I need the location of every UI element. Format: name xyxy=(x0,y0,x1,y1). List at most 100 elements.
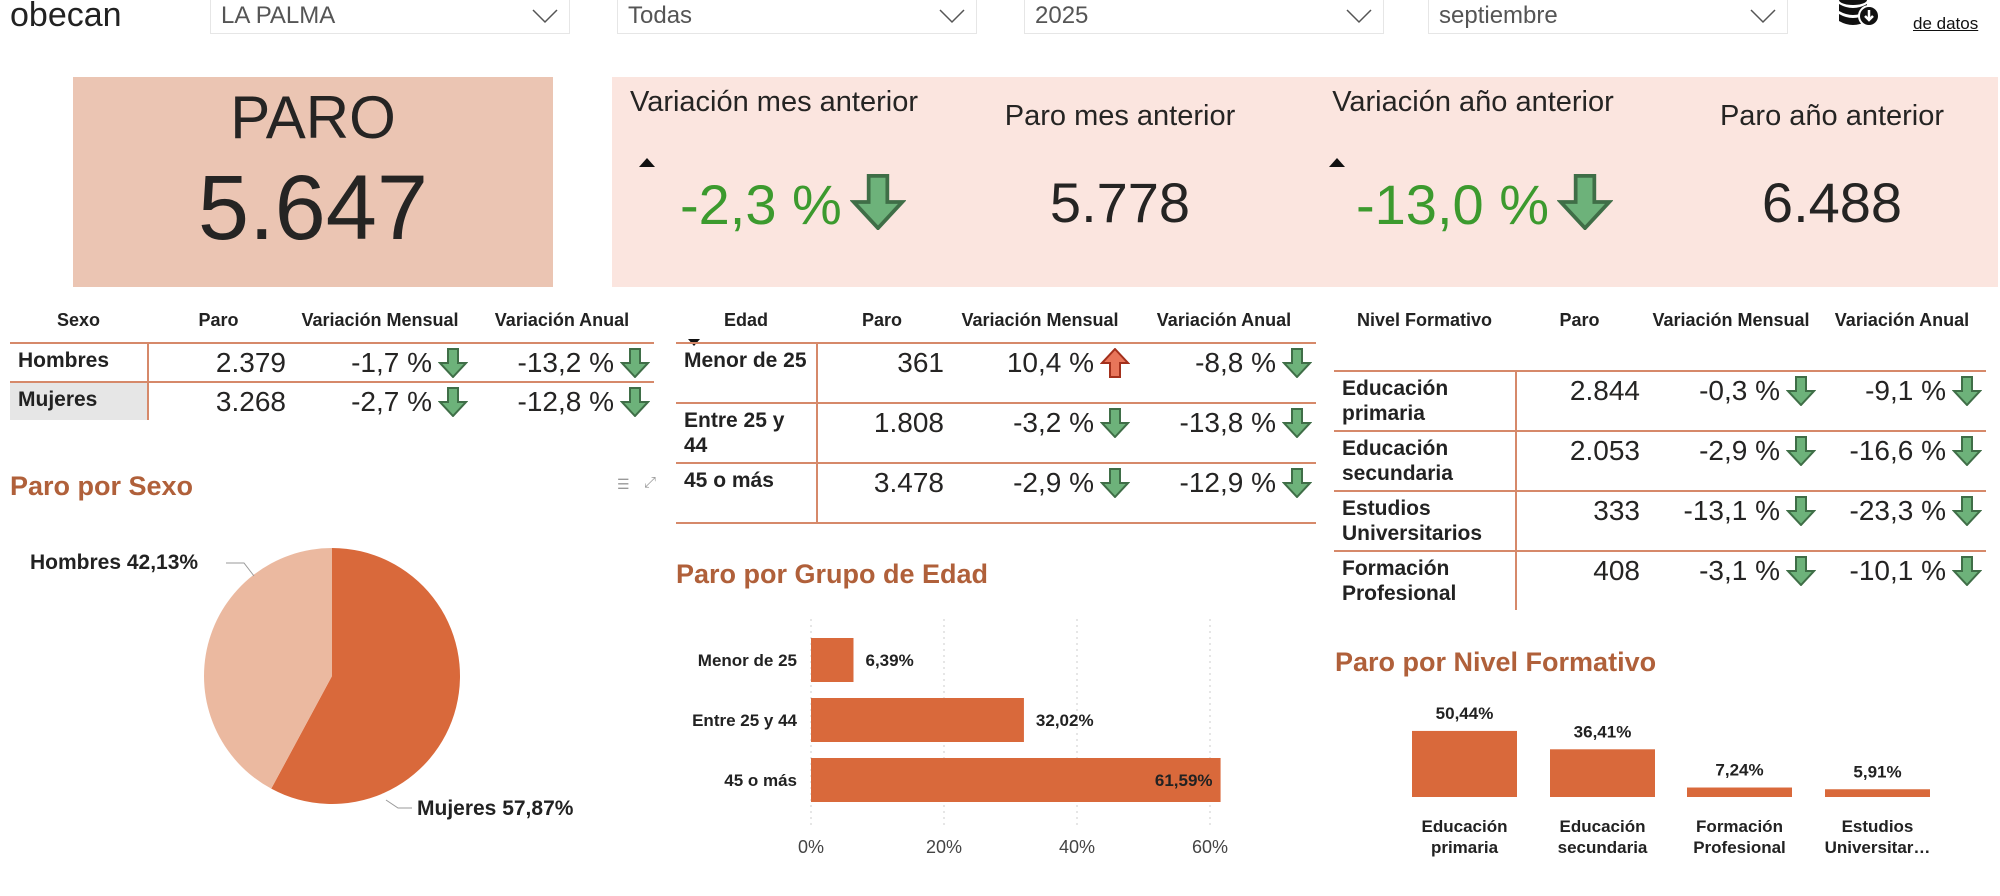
data-label: 6,39% xyxy=(865,651,913,670)
arrow-down-icon xyxy=(1785,496,1817,527)
category-label: 45 o más xyxy=(724,771,797,790)
bar-chart-edad: 0% 20% 40% 60% Menor de 25 6,39% Entre 25 y 44… xyxy=(692,619,1228,857)
category-label-line2: primaria xyxy=(1431,838,1499,857)
dropdown-value: 2025 xyxy=(1035,2,1089,29)
row-label: Menor de 25 xyxy=(684,349,807,372)
data-label: 5,91% xyxy=(1853,762,1901,781)
edad-table-header-0[interactable]: Edad xyxy=(723,310,768,330)
filter-dropdown-3[interactable]: septiembre xyxy=(1428,0,1788,34)
paro-cell: 361 xyxy=(897,347,944,378)
x-tick-label: 40% xyxy=(1059,837,1095,857)
chevron-down-icon xyxy=(532,9,558,24)
variacion-anual-cell: -23,3 % xyxy=(1820,492,1983,530)
sort-triangle-icon xyxy=(639,158,655,167)
variacion-anual-cell: -9,1 % xyxy=(1820,372,1983,410)
edad-table-header-3[interactable]: Variación Anual xyxy=(1156,310,1292,330)
category-label-line2: Universitar… xyxy=(1825,838,1931,857)
pie-label-hombres: Hombres 42,13% xyxy=(30,551,198,574)
bar-2[interactable] xyxy=(811,758,1221,802)
pie-slice-mujeres[interactable] xyxy=(271,548,460,804)
bar-3[interactable] xyxy=(1825,789,1930,797)
bar-0[interactable] xyxy=(1412,730,1517,797)
pie-slice-hombres[interactable] xyxy=(204,548,332,789)
pie-chart-sexo: Hombres 42,13% Mujeres 57,87% xyxy=(30,548,574,820)
sexo-table-header-1[interactable]: Paro xyxy=(198,310,239,330)
focus-mode-icon[interactable]: ⤢ xyxy=(644,474,657,491)
row-label: Educación primaria xyxy=(1342,377,1449,425)
arrow-down-icon xyxy=(1281,348,1313,379)
category-label: Menor de 25 xyxy=(698,651,797,670)
filter-dropdown-0[interactable]: LA PALMA xyxy=(210,0,570,34)
variacion-anual-cell: -8,8 % xyxy=(1134,344,1313,382)
bar-1[interactable] xyxy=(1550,749,1655,797)
chart-title-sexo: Paro por Sexo xyxy=(10,471,194,501)
filter-dropdown-1[interactable]: Todas xyxy=(617,0,977,34)
variacion-mensual-cell: -0,3 % xyxy=(1646,372,1817,410)
sexo-table-header-2[interactable]: Variación Mensual xyxy=(301,310,459,330)
arrow-down-icon xyxy=(1099,408,1131,439)
nivel-table-header-1[interactable]: Paro xyxy=(1559,310,1600,330)
database-download-icon[interactable] xyxy=(1837,0,1883,30)
nivel-table-header-0[interactable]: Nivel Formativo xyxy=(1356,310,1493,330)
table-divider xyxy=(676,342,1316,344)
edad-table-header-1[interactable]: Paro xyxy=(861,310,903,330)
obecan-logo: obecan xyxy=(10,0,122,34)
paro-cell: 1.808 xyxy=(873,407,944,438)
chevron-down-icon xyxy=(1346,9,1372,24)
pie-label-mujeres: Mujeres 57,87% xyxy=(417,797,574,820)
arrow-down-icon xyxy=(1556,174,1614,235)
arrow-down-icon xyxy=(1785,436,1817,467)
var-anio-label: Variación año anterior xyxy=(1332,86,1614,118)
row-label: Hombres xyxy=(18,349,110,372)
sexo-table-header-0[interactable]: Sexo xyxy=(56,310,101,330)
arrow-down-icon xyxy=(1951,436,1983,467)
row-divider xyxy=(10,381,654,383)
bar-chart-nivel: 50,44% Educación primaria 36,41% Educación se… xyxy=(1412,704,1931,857)
paro-cell: 408 xyxy=(1593,555,1640,586)
x-tick-label: 20% xyxy=(926,837,962,857)
variacion-anual-cell: -16,6 % xyxy=(1820,432,1983,470)
nivel-table-header-2[interactable]: Variación Mensual xyxy=(1652,310,1810,330)
arrow-down-icon xyxy=(1951,376,1983,407)
row-label: Mujeres xyxy=(18,388,98,411)
column-divider xyxy=(816,342,818,522)
row-divider xyxy=(1334,550,1986,552)
chevron-down-icon xyxy=(1750,9,1776,24)
arrow-down-icon xyxy=(619,386,651,417)
edad-table-header-2[interactable]: Variación Mensual xyxy=(961,310,1119,330)
sort-triangle-icon xyxy=(1329,158,1345,167)
category-label-line1: Educación xyxy=(1422,817,1508,836)
dropdown-value: septiembre xyxy=(1439,2,1558,29)
download-data-link[interactable]: de datos xyxy=(1913,14,1979,33)
paro-label: PARO xyxy=(230,84,396,151)
row-label: Formación Profesional xyxy=(1342,557,1457,605)
row-label: Entre 25 y 44 xyxy=(684,409,785,457)
bar-0[interactable] xyxy=(811,638,854,682)
filter-dropdown-2[interactable]: 2025 xyxy=(1024,0,1384,34)
arrow-down-icon xyxy=(437,347,469,378)
paro-mes-label: Paro mes anterior xyxy=(1004,100,1236,132)
nivel-table-header-3[interactable]: Variación Anual xyxy=(1834,310,1970,330)
table-divider xyxy=(1334,370,1986,372)
arrow-down-icon xyxy=(1785,556,1817,587)
arrow-down-icon xyxy=(1281,468,1313,499)
variacion-mensual-cell: -2,7 % xyxy=(292,383,469,420)
variacion-anual-cell: -13,8 % xyxy=(1134,404,1313,442)
chart-title-edad: Paro por Grupo de Edad xyxy=(676,559,989,589)
leader-line-hombres xyxy=(226,562,255,577)
arrow-down-icon xyxy=(437,386,469,417)
arrow-down-icon xyxy=(619,347,651,378)
bar-2[interactable] xyxy=(1687,787,1792,797)
var-anio-value: -13,0 % xyxy=(1356,173,1549,236)
variacion-mensual-cell: 10,4 % xyxy=(950,344,1131,382)
bar-1[interactable] xyxy=(811,698,1024,742)
paro-cell: 333 xyxy=(1593,495,1640,526)
paro-anio-value: 6.488 xyxy=(1761,171,1903,234)
var-mes-label: Variación mes anterior xyxy=(630,86,918,118)
dropdown-value: LA PALMA xyxy=(221,2,336,29)
filter-icon[interactable]: ☰ xyxy=(617,476,630,492)
sexo-table-header-3[interactable]: Variación Anual xyxy=(494,310,630,330)
var-anio-kpi: -13,0 % xyxy=(1356,172,1614,237)
arrow-down-icon xyxy=(1785,376,1817,407)
variacion-mensual-cell: -2,9 % xyxy=(1646,432,1817,470)
